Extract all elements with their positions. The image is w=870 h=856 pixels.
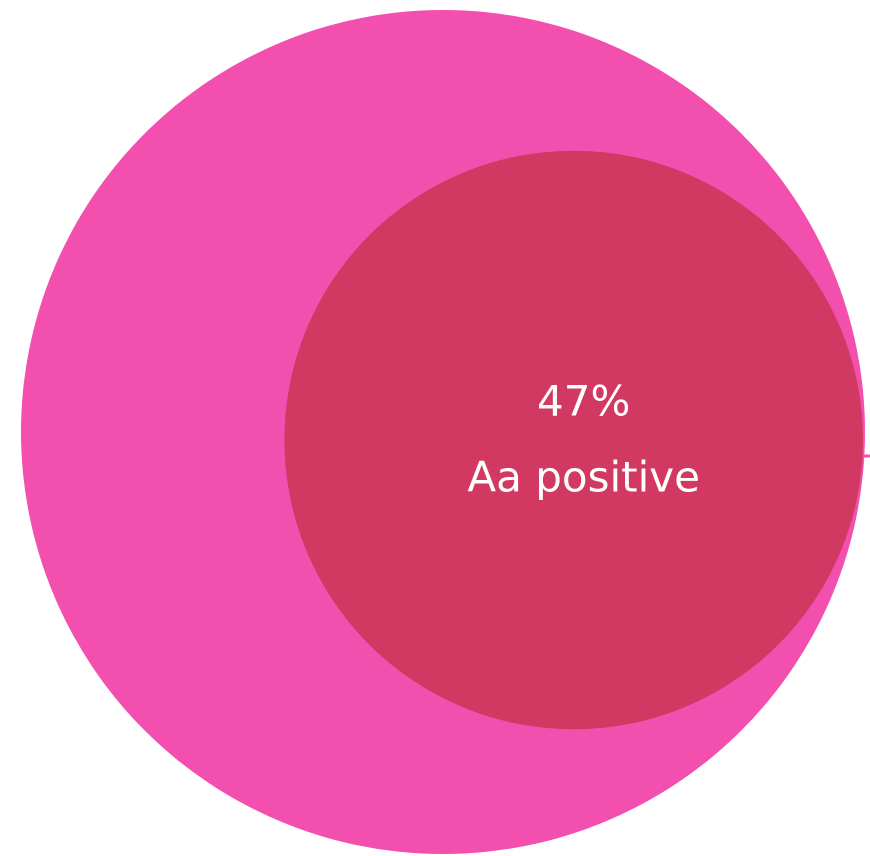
share-circle bbox=[284, 150, 863, 730]
category-label: Aa positive bbox=[467, 453, 700, 502]
value-label: 47% bbox=[537, 377, 630, 426]
